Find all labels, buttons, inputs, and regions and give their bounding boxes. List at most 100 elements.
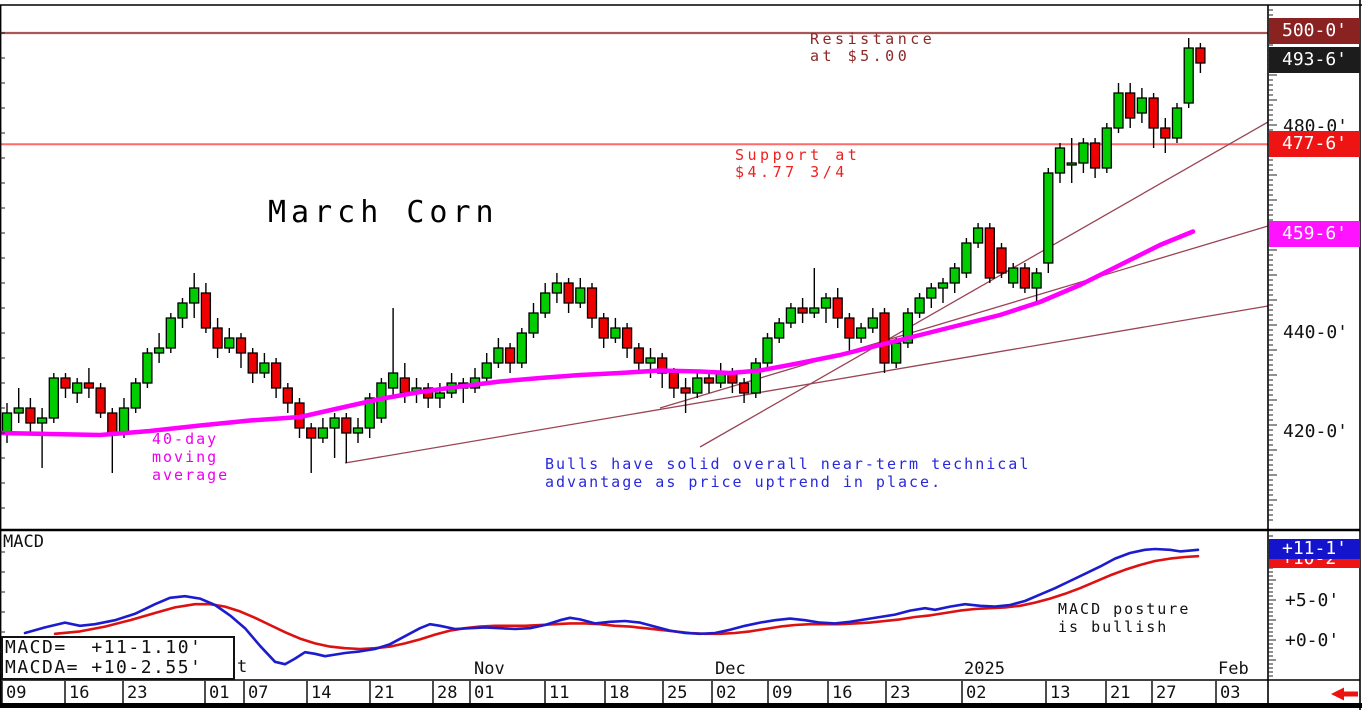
price-axis-label: 477-6' (1269, 131, 1360, 157)
candle-down (633, 347, 644, 364)
candle-up (867, 317, 878, 329)
resistance-note: Resistance at $5.00 (810, 30, 936, 65)
candle-down (657, 357, 668, 374)
candle-up (820, 297, 832, 309)
candle-down (504, 347, 516, 364)
candle-up (1066, 162, 1077, 166)
candle-down (25, 407, 36, 424)
candle-up (72, 382, 83, 394)
date-label: 13 (1050, 683, 1071, 703)
candle-up (551, 282, 563, 294)
candle-down (95, 387, 106, 414)
candle-up (540, 292, 551, 314)
candle-down (107, 412, 118, 434)
date-label: 21 (374, 683, 395, 703)
scroll-right-arrow[interactable] (1331, 687, 1358, 701)
macd-box-suffix: t (237, 657, 248, 677)
candle-down (60, 377, 71, 389)
candle-down (341, 417, 352, 434)
candle-up (750, 362, 761, 394)
candle-up (855, 327, 867, 339)
candle-down (680, 387, 691, 394)
candle-up (1171, 107, 1183, 139)
date-label: 25 (667, 683, 688, 703)
candle-up (528, 312, 539, 334)
candle-down (844, 317, 855, 339)
date-label: 16 (69, 683, 90, 703)
candle-up (926, 287, 937, 299)
candle-down (247, 352, 258, 374)
month-label: 2025 (964, 659, 1005, 679)
candle-up (1183, 47, 1194, 104)
candle-up (774, 322, 785, 339)
date-label: 11 (549, 683, 570, 703)
candle-down (984, 227, 995, 279)
macda-line (53, 554, 1200, 651)
bottom-border (0, 703, 1362, 708)
candle-down (270, 362, 282, 389)
candle-down (1019, 267, 1031, 289)
candle-up (762, 337, 773, 364)
candle-up (153, 347, 165, 354)
support-note: Support at $4.77 3/4 (735, 146, 861, 181)
candle-up (645, 357, 656, 364)
candle-up (1031, 272, 1042, 289)
candle-up (434, 392, 446, 399)
candle-down (996, 247, 1007, 274)
date-label: 01 (474, 683, 495, 703)
candle-up (937, 282, 949, 289)
date-label: 02 (966, 683, 987, 703)
candle-up (1008, 267, 1019, 284)
candle-up (949, 267, 960, 284)
candle-down (306, 427, 317, 439)
date-label: 23 (890, 683, 911, 703)
candle-down (83, 382, 95, 389)
candle-up (352, 427, 364, 434)
price-axis-label: 459-6' (1269, 221, 1360, 247)
date-label: 27 (1156, 683, 1177, 703)
date-label: 02 (716, 683, 737, 703)
date-label: 09 (6, 683, 27, 703)
macd-posture-note: MACD posture is bullish (1058, 600, 1191, 636)
candle-down (598, 317, 609, 339)
candle-up (329, 417, 340, 429)
price-axis-label: 500-0' (1269, 18, 1360, 44)
candle-down (586, 287, 598, 319)
date-label: 03 (1220, 683, 1241, 703)
date-label: 23 (127, 683, 148, 703)
bullish-trend-note: Bulls have solid overall near-term techn… (545, 455, 1031, 491)
date-label: 07 (248, 683, 269, 703)
date-label: 16 (832, 683, 853, 703)
month-label: Nov (474, 659, 505, 679)
candle-up (972, 227, 984, 244)
candle-up (259, 362, 270, 374)
macd-readout-box: MACD= +11-1.10' MACDA= +10-2.55' (1, 636, 235, 680)
candle-down (1125, 92, 1136, 119)
candle-down (563, 282, 574, 304)
candle-up (1113, 92, 1124, 129)
candle-up (1, 412, 13, 434)
candle-down (1160, 127, 1171, 139)
date-label: 18 (609, 683, 630, 703)
candle-up (317, 427, 329, 439)
candle-up (692, 377, 703, 394)
candle-up (1078, 142, 1089, 164)
macda-value: MACDA= +10-2.55' (5, 657, 203, 678)
candle-up (142, 352, 153, 384)
macd-value: MACD= +11-1.10' (5, 637, 203, 658)
candle-up (387, 372, 399, 389)
macd-panel-label: MACD (3, 532, 44, 552)
candle-up (481, 362, 492, 379)
candle-up (364, 397, 375, 429)
candle-up (1136, 97, 1148, 114)
candle-up (610, 327, 621, 339)
date-label: 14 (311, 683, 332, 703)
candle-down (212, 327, 223, 349)
ma40-line (0, 229, 1196, 438)
macd-axis-label: +0-0' (1285, 630, 1340, 651)
candle-down (668, 372, 680, 389)
price-axis-label: 420-0' (1283, 421, 1349, 442)
candle-down (703, 377, 715, 384)
